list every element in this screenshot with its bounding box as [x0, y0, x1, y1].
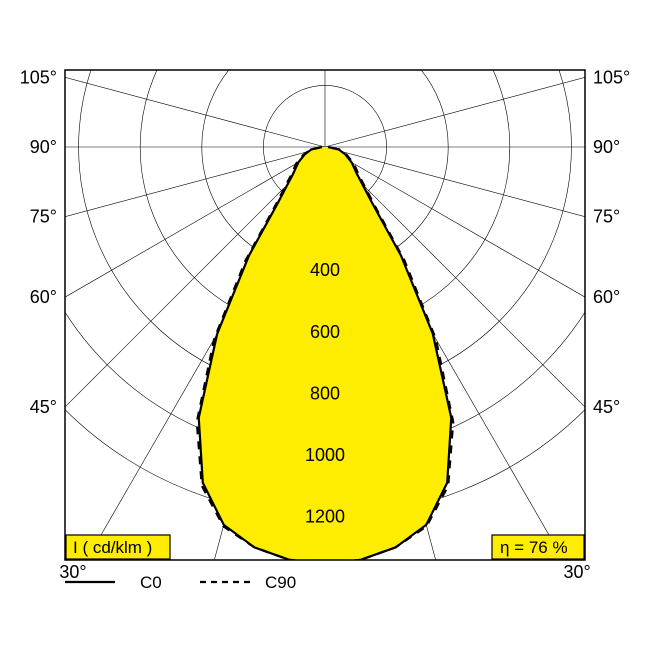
angle-label: 90° [30, 137, 57, 157]
legend-c0-label: C0 [140, 573, 162, 592]
angle-label: 105° [593, 67, 630, 87]
angle-label: 45° [30, 397, 57, 417]
unit-label-text: I ( cd/klm ) [73, 538, 152, 557]
radial-label: 600 [310, 322, 340, 342]
radial-label: 1200 [305, 507, 345, 527]
efficiency-box: η = 76 % [492, 535, 584, 559]
efficiency-label-text: η = 76 % [500, 538, 568, 557]
angle-label: 75° [30, 207, 57, 227]
angle-label: 60° [30, 287, 57, 307]
series-legend: C0 C90 [65, 573, 296, 592]
angle-label: 30° [59, 562, 86, 582]
radial-label: 1000 [305, 445, 345, 465]
legend-c90-label: C90 [265, 573, 296, 592]
angle-label: 90° [593, 137, 620, 157]
angle-label: 45° [593, 397, 620, 417]
unit-label-box: I ( cd/klm ) [66, 535, 170, 559]
polar-light-distribution-chart: 30° 30° 45° 45° 60° 60° 75° 75° 90° 90° 105° 105° 4… [0, 0, 650, 650]
radial-label: 400 [310, 260, 340, 280]
distribution-fill [199, 147, 452, 564]
angle-label: 105° [20, 67, 57, 87]
angle-label: 75° [593, 207, 620, 227]
angle-label: 30° [563, 562, 590, 582]
radial-label: 800 [310, 383, 340, 403]
angle-label: 60° [593, 287, 620, 307]
